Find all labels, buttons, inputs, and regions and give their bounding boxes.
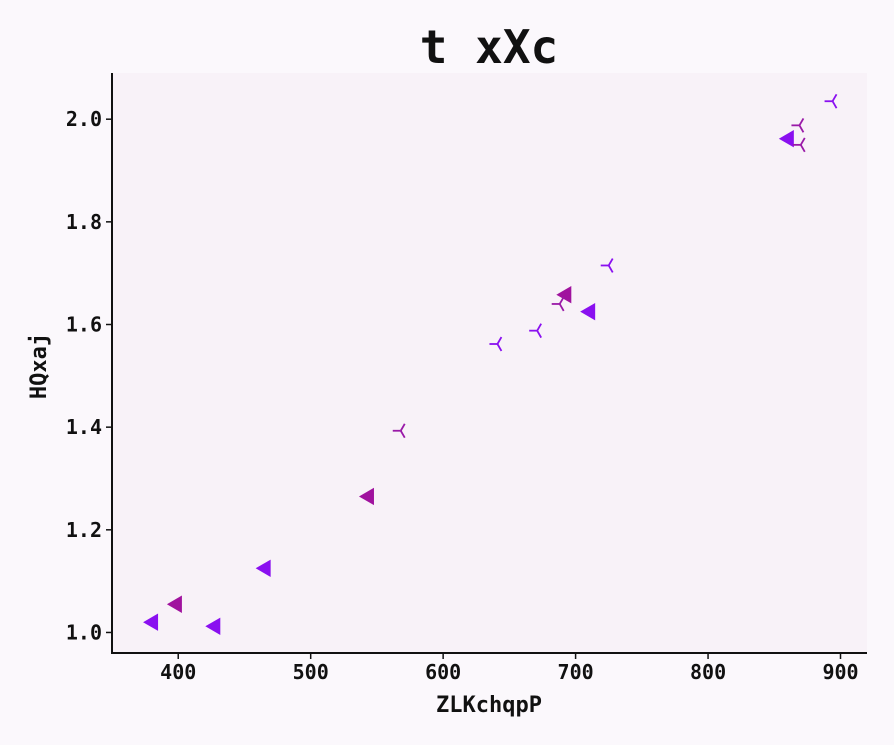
data-point-tri [792, 137, 806, 153]
data-point-tri [824, 93, 838, 109]
y-tick-label: 1.2 [66, 518, 102, 542]
x-axis-ticks: 400 500 600 700 800 900 [160, 653, 859, 684]
data-point-tri [600, 258, 614, 273]
data-point-triangle [358, 487, 374, 506]
x-tick-label: 600 [425, 660, 461, 684]
data-point-tri [551, 296, 565, 312]
data-point-triangle [255, 559, 271, 578]
x-tick-label: 400 [160, 660, 196, 684]
data-point-tri [791, 117, 805, 133]
x-tick-label: 800 [690, 660, 726, 684]
data-point-triangle [166, 595, 182, 613]
data-point-triangle [205, 617, 221, 636]
x-axis-title: ZLKchqpP [436, 693, 542, 718]
data-point-tri [392, 423, 406, 439]
data-point-triangle [580, 302, 596, 321]
y-axis-title: HQxaj [27, 333, 52, 399]
chart-title: t xXc [420, 20, 558, 74]
y-axis-ticks: 1.0 1.2 1.4 1.6 1.8 2.0 [66, 107, 112, 644]
y-tick-label: 2.0 [66, 107, 102, 131]
y-tick-label: 1.0 [66, 620, 102, 644]
y-tick-label: 1.8 [66, 210, 102, 234]
data-point-tri [489, 336, 503, 352]
y-tick-label: 1.4 [66, 415, 102, 439]
y-tick-label: 1.6 [66, 313, 102, 337]
plot-area-background [112, 73, 867, 653]
data-point-tri [529, 323, 542, 339]
x-tick-label: 700 [558, 660, 594, 684]
data-point-triangle [143, 613, 159, 631]
data-point-triangle [556, 286, 572, 304]
data-points [143, 93, 838, 636]
data-point-triangle [778, 129, 794, 148]
x-tick-label: 500 [293, 660, 329, 684]
x-tick-label: 900 [822, 660, 858, 684]
